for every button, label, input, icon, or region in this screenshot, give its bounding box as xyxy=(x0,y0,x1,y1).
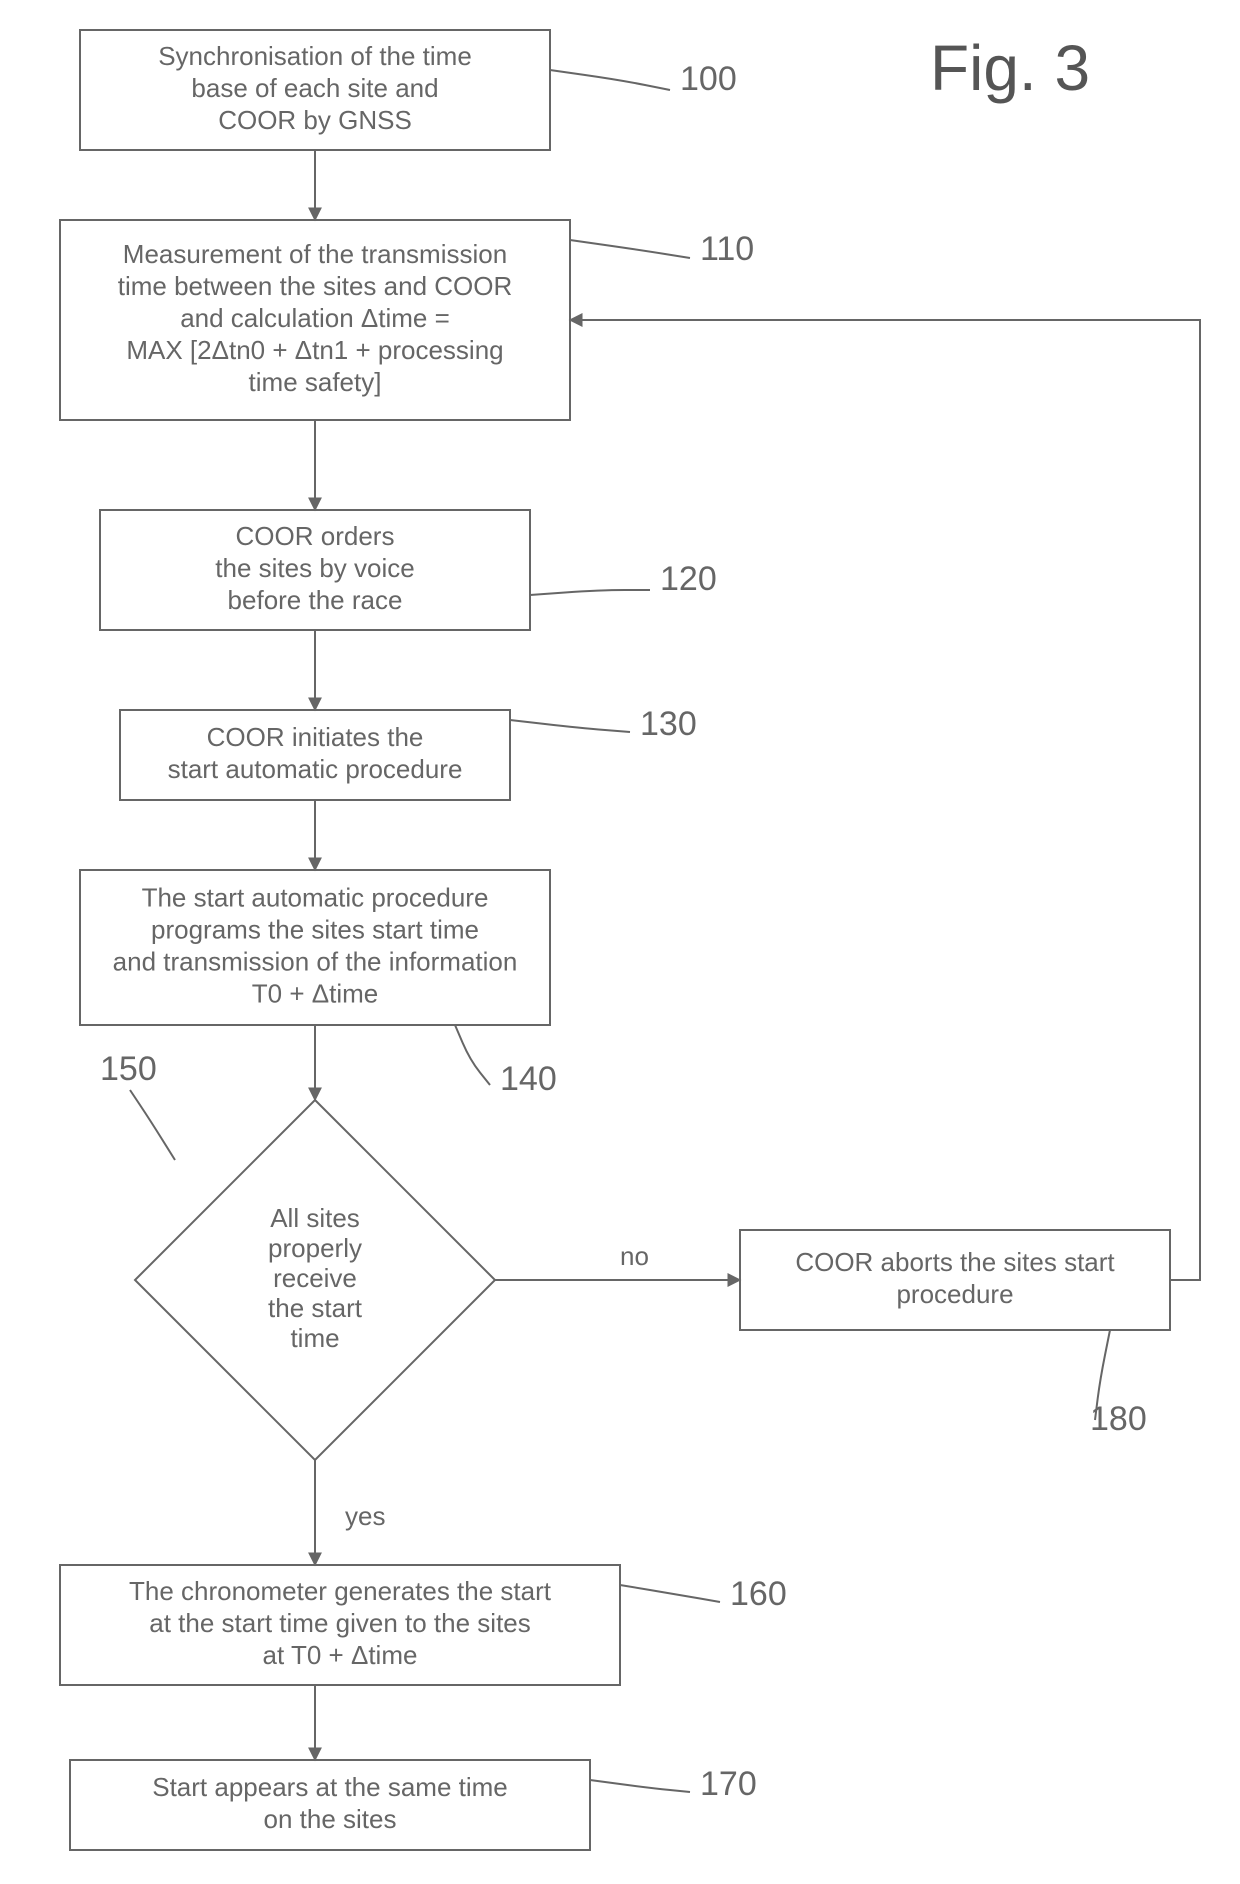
ref-leader xyxy=(590,1780,690,1792)
node-text: T0 + Δtime xyxy=(252,978,378,1008)
ref-leader xyxy=(570,240,690,258)
node-text: Synchronisation of the time xyxy=(158,41,472,71)
node-text: The chronometer generates the start xyxy=(129,1576,552,1606)
node-text: at T0 + Δtime xyxy=(263,1640,418,1670)
ref-label-150: 150 xyxy=(100,1050,157,1088)
flow-edge xyxy=(570,320,1200,1280)
ref-leader xyxy=(530,590,650,595)
node-text: COOR by GNSS xyxy=(218,105,412,135)
flow-node-180: COOR aborts the sites startprocedure xyxy=(740,1230,1170,1330)
flow-node-150: All sitesproperlyreceivethe starttime xyxy=(135,1100,495,1460)
figure-title: Fig. 3 xyxy=(930,32,1090,104)
ref-label-130: 130 xyxy=(640,705,697,743)
flow-node-140: The start automatic procedureprograms th… xyxy=(80,870,550,1025)
node-text: Start appears at the same time xyxy=(152,1772,508,1802)
node-text: programs the sites start time xyxy=(151,914,479,944)
node-text: procedure xyxy=(896,1279,1013,1309)
ref-leader xyxy=(620,1585,720,1602)
flow-node-100: Synchronisation of the timebase of each … xyxy=(80,30,550,150)
ref-label-170: 170 xyxy=(700,1765,757,1803)
node-text: the start xyxy=(268,1293,363,1323)
node-text: and transmission of the information xyxy=(113,946,518,976)
flow-node-120: COOR ordersthe sites by voicebefore the … xyxy=(100,510,530,630)
ref-label-180: 180 xyxy=(1090,1400,1147,1438)
ref-leader xyxy=(510,720,630,732)
node-text: Measurement of the transmission xyxy=(123,239,507,269)
ref-leader xyxy=(550,70,670,90)
node-text: COOR initiates the xyxy=(207,722,424,752)
node-text: COOR aborts the sites start xyxy=(795,1247,1115,1277)
ref-leader xyxy=(455,1025,490,1085)
node-text: MAX [2Δtn0 + Δtn1 + processing xyxy=(126,335,503,365)
ref-leader xyxy=(130,1090,175,1160)
edge-label: no xyxy=(620,1241,649,1271)
node-text: on the sites xyxy=(264,1804,397,1834)
edge-label: yes xyxy=(345,1501,385,1531)
node-text: base of each site and xyxy=(191,73,438,103)
ref-label-120: 120 xyxy=(660,560,717,598)
ref-label-140: 140 xyxy=(500,1060,557,1098)
node-text: All sites xyxy=(270,1203,360,1233)
node-text: before the race xyxy=(228,585,403,615)
node-text: and calculation Δtime = xyxy=(180,303,450,333)
node-text: The start automatic procedure xyxy=(142,882,489,912)
node-text: at the start time given to the sites xyxy=(149,1608,531,1638)
node-text: time between the sites and COOR xyxy=(118,271,513,301)
flow-node-110: Measurement of the transmissiontime betw… xyxy=(60,220,570,420)
flow-node-170: Start appears at the same timeon the sit… xyxy=(70,1760,590,1850)
node-text: COOR orders xyxy=(236,521,395,551)
flow-node-160: The chronometer generates the startat th… xyxy=(60,1565,620,1685)
node-text: the sites by voice xyxy=(215,553,414,583)
node-text: time xyxy=(290,1323,339,1353)
node-text: properly xyxy=(268,1233,362,1263)
ref-label-110: 110 xyxy=(700,230,754,268)
node-text: time safety] xyxy=(249,367,382,397)
node-text: receive xyxy=(273,1263,357,1293)
flow-node-130: COOR initiates thestart automatic proced… xyxy=(120,710,510,800)
ref-label-160: 160 xyxy=(730,1575,787,1613)
node-text: start automatic procedure xyxy=(168,754,463,784)
ref-label-100: 100 xyxy=(680,60,737,98)
